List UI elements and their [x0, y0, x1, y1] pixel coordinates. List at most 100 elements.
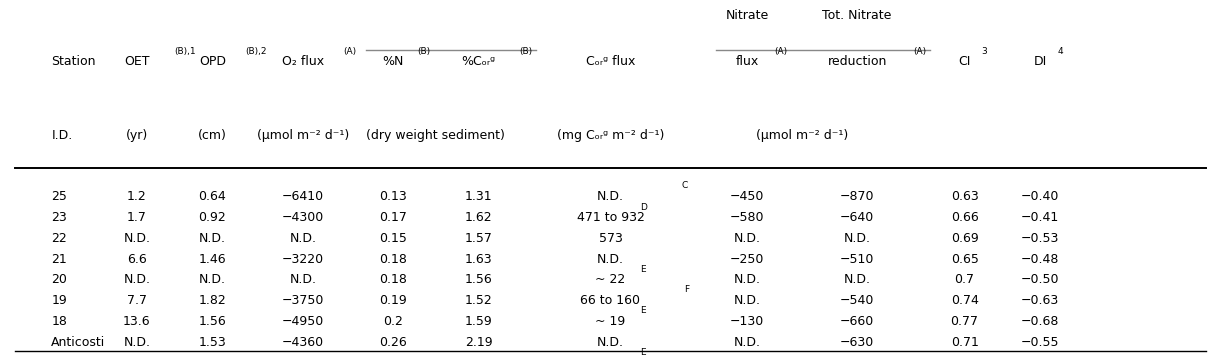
Text: −1.02: −1.02 — [1021, 356, 1060, 357]
Text: 1.52: 1.52 — [465, 294, 492, 307]
Text: N.D.: N.D. — [123, 356, 150, 357]
Text: −4300: −4300 — [282, 211, 324, 224]
Text: (A): (A) — [774, 46, 788, 56]
Text: N.D.: N.D. — [734, 273, 761, 286]
Text: 1.56: 1.56 — [465, 273, 492, 286]
Text: 6.6: 6.6 — [127, 253, 147, 266]
Text: 0.82: 0.82 — [951, 356, 978, 357]
Text: (yr): (yr) — [126, 129, 148, 141]
Text: (A): (A) — [343, 46, 357, 56]
Text: N.D.: N.D. — [289, 232, 316, 245]
Text: N.D.: N.D. — [199, 356, 226, 357]
Text: 0.74: 0.74 — [951, 294, 978, 307]
Text: −0.68: −0.68 — [1021, 315, 1060, 328]
Text: 1.59: 1.59 — [465, 315, 492, 328]
Text: 0.18: 0.18 — [380, 273, 407, 286]
Text: 1.56: 1.56 — [199, 315, 226, 328]
Text: −6410: −6410 — [282, 190, 324, 203]
Text: 0.15: 0.15 — [380, 232, 407, 245]
Text: ~ 22: ~ 22 — [596, 356, 625, 357]
Text: 66 to 160: 66 to 160 — [580, 294, 641, 307]
Text: N.D.: N.D. — [597, 336, 624, 348]
Text: −870: −870 — [840, 190, 874, 203]
Text: 1.62: 1.62 — [465, 211, 492, 224]
Text: N.D.: N.D. — [844, 356, 871, 357]
Text: 0.71: 0.71 — [951, 336, 978, 348]
Text: −130: −130 — [730, 315, 764, 328]
Text: 0.92: 0.92 — [199, 211, 226, 224]
Text: (A): (A) — [913, 46, 927, 56]
Text: %N: %N — [382, 55, 404, 68]
Text: N.D.: N.D. — [597, 253, 624, 266]
Text: −3750: −3750 — [282, 294, 324, 307]
Text: N.D.: N.D. — [734, 356, 761, 357]
Text: (B): (B) — [519, 46, 532, 56]
Text: I.D.: I.D. — [51, 129, 72, 141]
Text: E: E — [640, 306, 646, 315]
Text: OET: OET — [125, 55, 149, 68]
Text: −510: −510 — [840, 253, 874, 266]
Text: −4950: −4950 — [282, 315, 324, 328]
Text: N.D.: N.D. — [597, 190, 624, 203]
Text: 7.7: 7.7 — [127, 294, 147, 307]
Text: 1.46: 1.46 — [199, 253, 226, 266]
Text: −0.55: −0.55 — [1021, 336, 1060, 348]
Text: N.D.: N.D. — [734, 294, 761, 307]
Text: −0.63: −0.63 — [1021, 294, 1060, 307]
Text: 1.31: 1.31 — [465, 190, 492, 203]
Text: 1.82: 1.82 — [199, 294, 226, 307]
Text: N.D.: N.D. — [844, 232, 871, 245]
Text: (μmol m⁻² d⁻¹): (μmol m⁻² d⁻¹) — [756, 129, 849, 141]
Text: −580: −580 — [730, 211, 764, 224]
Text: 1.53: 1.53 — [199, 336, 226, 348]
Text: 0.17: 0.17 — [380, 211, 407, 224]
Text: reduction: reduction — [828, 55, 886, 68]
Text: N.D.: N.D. — [123, 336, 150, 348]
Text: (B),1: (B),1 — [175, 46, 197, 56]
Text: 0.65: 0.65 — [951, 253, 978, 266]
Text: 0.26: 0.26 — [380, 336, 407, 348]
Text: 1.2: 1.2 — [127, 190, 147, 203]
Text: 13.6: 13.6 — [123, 315, 150, 328]
Text: O₂ flux: O₂ flux — [282, 55, 324, 68]
Text: 2.19: 2.19 — [465, 336, 492, 348]
Text: F: F — [684, 285, 689, 295]
Text: 23: 23 — [51, 211, 67, 224]
Text: N.D.: N.D. — [844, 273, 871, 286]
Text: 18: 18 — [51, 315, 67, 328]
Text: −3220: −3220 — [282, 253, 324, 266]
Text: flux: flux — [735, 55, 759, 68]
Text: 20: 20 — [51, 273, 67, 286]
Text: E: E — [640, 347, 646, 357]
Text: 3: 3 — [982, 46, 988, 56]
Text: −0.53: −0.53 — [1021, 232, 1060, 245]
Text: E: E — [640, 265, 646, 274]
Text: 0.13: 0.13 — [380, 190, 407, 203]
Text: (mg Cₒᵣᵍ m⁻² d⁻¹): (mg Cₒᵣᵍ m⁻² d⁻¹) — [557, 129, 664, 141]
Text: 0.18: 0.18 — [380, 253, 407, 266]
Text: 1.57: 1.57 — [465, 232, 492, 245]
Text: Station: Station — [51, 55, 95, 68]
Text: DI: DI — [1034, 55, 1046, 68]
Text: N.D.: N.D. — [289, 356, 316, 357]
Text: 4: 4 — [1057, 46, 1063, 56]
Text: −660: −660 — [840, 315, 874, 328]
Text: 0.64: 0.64 — [199, 190, 226, 203]
Text: 0.2: 0.2 — [383, 315, 403, 328]
Text: 573: 573 — [598, 232, 623, 245]
Text: 1.63: 1.63 — [465, 253, 492, 266]
Text: %Cₒᵣᵍ: %Cₒᵣᵍ — [462, 55, 496, 68]
Text: 25: 25 — [51, 190, 67, 203]
Text: 21: 21 — [51, 253, 67, 266]
Text: −640: −640 — [840, 211, 874, 224]
Text: Nitrate: Nitrate — [725, 9, 769, 22]
Text: Tot. Nitrate: Tot. Nitrate — [823, 9, 891, 22]
Text: −630: −630 — [840, 336, 874, 348]
Text: ~ 19: ~ 19 — [596, 315, 625, 328]
Text: −450: −450 — [730, 190, 764, 203]
Text: (μmol m⁻² d⁻¹): (μmol m⁻² d⁻¹) — [256, 129, 349, 141]
Text: 16: 16 — [51, 356, 67, 357]
Text: −540: −540 — [840, 294, 874, 307]
Text: −250: −250 — [730, 253, 764, 266]
Text: (B),2: (B),2 — [245, 46, 267, 56]
